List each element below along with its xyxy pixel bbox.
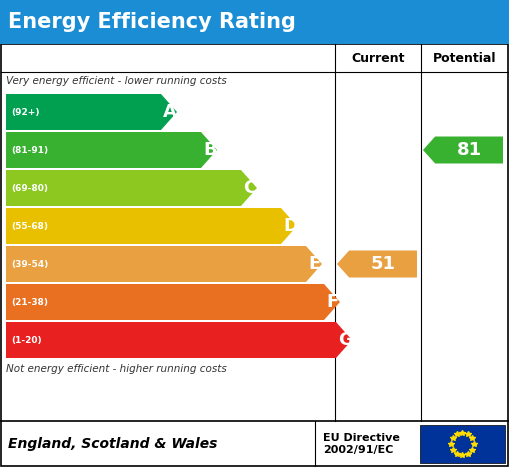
Text: (21-38): (21-38)	[11, 297, 48, 306]
Polygon shape	[6, 208, 297, 244]
Text: D: D	[283, 217, 298, 235]
Bar	[0, 0, 509, 44]
Polygon shape	[423, 136, 503, 163]
Polygon shape	[6, 322, 352, 358]
Polygon shape	[6, 170, 257, 206]
Polygon shape	[6, 94, 177, 130]
Text: England, Scotland & Wales: England, Scotland & Wales	[8, 437, 217, 451]
Polygon shape	[6, 284, 340, 320]
Polygon shape	[337, 250, 417, 277]
Text: A: A	[163, 103, 177, 121]
Text: Energy Efficiency Rating: Energy Efficiency Rating	[8, 12, 296, 32]
Text: Very energy efficient - lower running costs: Very energy efficient - lower running co…	[6, 76, 227, 86]
Text: (92+): (92+)	[11, 107, 40, 116]
Text: 81: 81	[457, 141, 482, 159]
Text: F: F	[326, 293, 338, 311]
Text: Current: Current	[351, 51, 405, 64]
Polygon shape	[6, 132, 217, 168]
Text: (81-91): (81-91)	[11, 146, 48, 155]
Text: C: C	[243, 179, 256, 197]
Text: Potential: Potential	[433, 51, 497, 64]
Text: 2002/91/EC: 2002/91/EC	[323, 445, 393, 455]
Text: G: G	[338, 331, 353, 349]
Text: B: B	[203, 141, 217, 159]
Polygon shape	[6, 246, 322, 282]
Text: EU Directive: EU Directive	[323, 433, 400, 443]
Text: (39-54): (39-54)	[11, 260, 48, 269]
Text: (1-20): (1-20)	[11, 335, 42, 345]
Text: E: E	[308, 255, 320, 273]
Text: (69-80): (69-80)	[11, 184, 48, 192]
Text: Not energy efficient - higher running costs: Not energy efficient - higher running co…	[6, 364, 227, 374]
Text: 51: 51	[371, 255, 395, 273]
Text: (55-68): (55-68)	[11, 221, 48, 231]
Bar	[420, 425, 505, 463]
